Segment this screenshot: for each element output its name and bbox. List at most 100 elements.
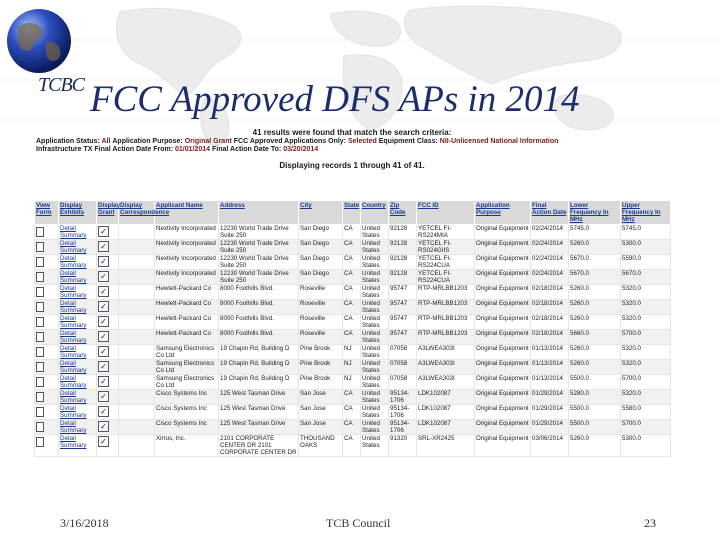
document-icon[interactable] [36,242,44,252]
grant-check-icon[interactable]: ✓ [98,316,109,327]
summary-link[interactable]: Summary [60,292,87,299]
criteria-label: Final Action Date To: [212,146,282,153]
display-grant-cell: ✓ [96,299,119,315]
cell-fccid: YETCEL FI-RS224CUA [416,254,475,270]
document-icon[interactable] [36,317,44,327]
detail-link[interactable]: Detail [60,285,76,293]
detail-link[interactable]: Detail [60,345,76,353]
correspondence-cell [118,299,155,315]
grant-check-icon[interactable]: ✓ [98,241,109,252]
column-header[interactable]: Upper Frequency In MHz [620,200,671,225]
grant-check-icon[interactable]: ✓ [98,331,109,342]
cell-name: Nextivity Incorporated [154,269,219,285]
document-icon[interactable] [36,392,44,402]
summary-link[interactable]: Summary [60,232,87,239]
document-icon[interactable] [36,332,44,342]
document-icon[interactable] [36,302,44,312]
column-header[interactable]: Zip Code [388,200,417,225]
cell-city: Roseville [298,314,343,330]
detail-link[interactable]: Detail [60,390,76,398]
cell-name: Cisco Systems Inc [154,389,219,405]
document-icon[interactable] [36,422,44,432]
cell-date: 02/24/2014 [530,254,569,270]
detail-link[interactable]: Detail [60,330,76,338]
column-header[interactable]: Country [360,200,389,225]
column-header[interactable]: Application Purpose [474,200,531,225]
detail-link[interactable]: Detail [60,225,76,233]
grant-check-icon[interactable]: ✓ [98,256,109,267]
column-header[interactable]: Lower Frequency In MHz [568,200,621,225]
cell-country: United States [360,359,389,375]
column-header[interactable]: FCC ID [416,200,475,225]
summary-link[interactable]: Summary [60,397,87,404]
detail-link[interactable]: Detail [60,375,76,383]
cell-zip: 92128 [388,269,417,285]
cell-city: Pine Brook [298,359,343,375]
document-icon[interactable] [36,287,44,297]
grant-check-icon[interactable]: ✓ [98,436,109,447]
column-header[interactable]: Address [218,200,299,225]
summary-link[interactable]: Summary [60,262,87,269]
grant-check-icon[interactable]: ✓ [98,346,109,357]
document-icon[interactable] [36,227,44,237]
grant-check-icon[interactable]: ✓ [98,376,109,387]
grant-check-icon[interactable]: ✓ [98,301,109,312]
criteria-label: Application Purpose: [112,137,183,145]
summary-link[interactable]: Summary [60,412,87,419]
grant-check-icon[interactable]: ✓ [98,406,109,417]
detail-link[interactable]: Detail [60,405,76,413]
document-icon[interactable] [36,377,44,387]
detail-link[interactable]: Detail [60,420,76,428]
detail-link[interactable]: Detail [60,240,76,248]
display-grant-cell: ✓ [96,329,119,345]
summary-link[interactable]: Summary [60,322,87,329]
detail-link[interactable]: Detail [60,270,76,278]
document-icon[interactable] [36,407,44,417]
column-header[interactable]: View Form [34,200,59,225]
column-header[interactable]: Display Correspondence [118,200,169,225]
summary-link[interactable]: Summary [60,247,87,254]
summary-link[interactable]: Summary [60,307,87,314]
grant-check-icon[interactable]: ✓ [98,391,109,402]
column-header[interactable]: Display Grant [96,200,120,225]
column-header[interactable]: Display Exhibits [58,200,97,225]
column-header[interactable]: City [298,200,343,225]
document-icon[interactable] [36,362,44,372]
summary-link[interactable]: Summary [60,352,87,359]
grant-check-icon[interactable]: ✓ [98,361,109,372]
view-form-cell [34,374,59,390]
grant-check-icon[interactable]: ✓ [98,226,109,237]
cell-upper: 5320.0 [620,299,671,315]
document-icon[interactable] [36,437,44,447]
detail-link[interactable]: Detail [60,435,76,443]
criteria-value: 03/20/2014 [283,146,319,153]
grant-check-icon[interactable]: ✓ [98,286,109,297]
summary-link[interactable]: Summary [60,427,87,434]
column-header[interactable]: State [342,200,361,225]
cell-name: Hewlett-Packard Co [154,329,219,345]
cell-address: 2101 CORPORATE CENTER DR 2101 CORPORATE … [218,434,299,457]
display-exhibits-cell: Detail Summary [58,224,97,240]
document-icon[interactable] [36,257,44,267]
document-icon[interactable] [36,347,44,357]
grant-check-icon[interactable]: ✓ [98,421,109,432]
summary-link[interactable]: Summary [60,277,87,284]
display-exhibits-cell: Detail Summary [58,344,97,360]
detail-link[interactable]: Detail [60,315,76,323]
detail-link[interactable]: Detail [60,300,76,308]
summary-link[interactable]: Summary [60,382,87,389]
criteria-label: FCC Approved Applications Only: [233,137,347,145]
summary-link[interactable]: Summary [60,337,87,344]
grant-check-icon[interactable]: ✓ [98,271,109,282]
cell-name: Nextivity Incorporated [154,239,219,255]
document-icon[interactable] [36,272,44,282]
detail-link[interactable]: Detail [60,360,76,368]
cell-fccid: YETCEL FI-RS024GIIS [416,239,475,255]
summary-link[interactable]: Summary [60,367,87,374]
detail-link[interactable]: Detail [60,255,76,263]
column-header[interactable]: Final Action Date [530,200,569,225]
cell-purpose: Original Equipment [474,299,531,315]
cell-address: 19 Chapin Rd, Building D [218,359,299,375]
view-form-cell [34,299,59,315]
summary-link[interactable]: Summary [60,442,87,449]
